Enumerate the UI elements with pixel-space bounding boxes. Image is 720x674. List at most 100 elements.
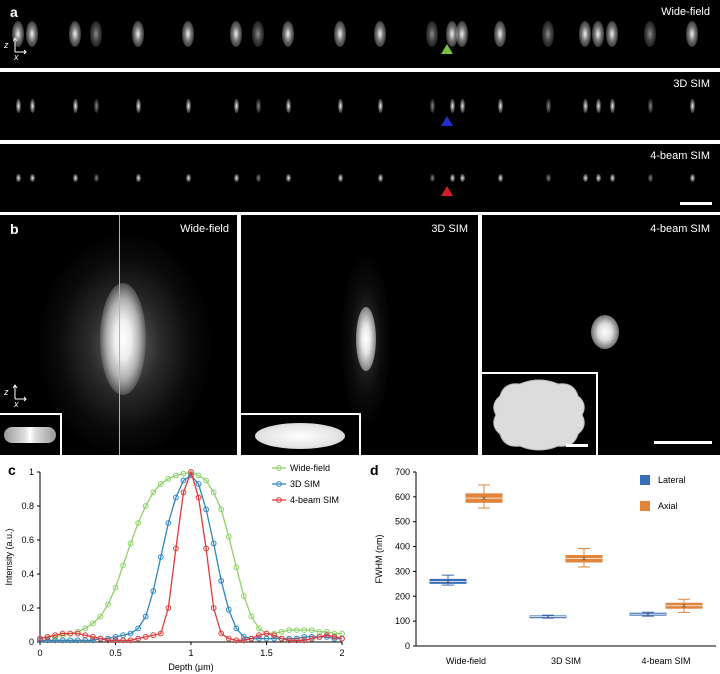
panel-b-label: 3D SIM [431, 223, 468, 235]
data-point [173, 494, 179, 501]
box-mean-marker: × [582, 555, 587, 564]
data-point [127, 637, 134, 644]
bead-spot [497, 174, 503, 182]
data-point [157, 630, 164, 637]
axis-arrows-icon [13, 384, 27, 402]
data-point [74, 630, 81, 637]
data-point [195, 481, 202, 487]
bead-spot [337, 174, 343, 182]
box-mean-marker: × [682, 602, 687, 611]
data-point [286, 637, 293, 644]
data-point [89, 637, 96, 644]
legend-marker [276, 465, 282, 471]
data-point [263, 630, 270, 637]
data-point [324, 632, 330, 639]
legend-swatch [640, 475, 650, 485]
box-mean-marker: × [546, 613, 551, 622]
bead-spot [686, 21, 698, 47]
bead-spot [285, 174, 291, 182]
panel-a-letter: a [10, 4, 18, 20]
y-tick-label: 0.8 [21, 501, 34, 511]
y-tick-label: 500 [395, 517, 410, 527]
data-point [89, 620, 96, 627]
data-point [286, 627, 293, 634]
bead-spot [426, 21, 438, 47]
data-point [271, 632, 277, 639]
line-profile-marker [119, 215, 120, 455]
y-tick-label: 1 [29, 467, 34, 477]
data-point [89, 634, 96, 640]
legend-label: Lateral [658, 475, 686, 485]
data-point [331, 635, 338, 642]
bead-spot [456, 21, 468, 47]
bead-spot [689, 99, 695, 113]
data-point [74, 628, 81, 635]
y-tick-label: 0 [29, 637, 34, 647]
panel-a-row-4beamsim: 4-beam SIM [0, 144, 720, 212]
axis-x-label: x [14, 52, 19, 62]
bead-spot [647, 99, 653, 113]
bead-spot [282, 21, 294, 47]
data-point [105, 635, 111, 642]
data-point [225, 533, 232, 540]
data-point [52, 634, 58, 640]
scale-bar [654, 441, 712, 444]
data-point [233, 625, 240, 632]
bead-spot [494, 21, 506, 47]
scale-bar [680, 202, 712, 205]
data-point [308, 627, 315, 634]
bead-spot [429, 174, 435, 182]
bead-spot [230, 21, 242, 47]
data-point [218, 630, 225, 637]
bead-spot [15, 99, 21, 113]
x-tick-label: 0.5 [109, 648, 122, 658]
data-point [301, 634, 308, 640]
data-point [44, 637, 51, 644]
data-point [248, 635, 255, 642]
bead-spot [609, 174, 615, 182]
data-point [293, 637, 300, 644]
data-point [324, 634, 330, 640]
bead-spot [255, 174, 261, 182]
data-point [188, 469, 194, 475]
bead-spot [233, 99, 239, 113]
bead-spot [446, 21, 458, 47]
bead-spot [644, 21, 656, 47]
data-point [240, 634, 247, 640]
data-point [203, 545, 210, 552]
data-point [157, 554, 164, 560]
data-point [218, 577, 225, 584]
legend-marker [276, 481, 282, 487]
data-point [142, 634, 149, 640]
legend-label: Wide-field [290, 463, 330, 473]
bead-spot [72, 99, 78, 113]
data-point [218, 506, 225, 513]
data-point [44, 634, 51, 640]
bead-spot [233, 174, 239, 182]
data-point [97, 613, 104, 620]
box-mean-marker: × [646, 610, 651, 619]
bead-spot [72, 174, 78, 182]
data-point [195, 472, 202, 479]
bead-spot [689, 174, 695, 182]
bead-spot [609, 99, 615, 113]
axis-x-label: x [14, 399, 19, 409]
bead-spot [647, 174, 653, 182]
data-point [339, 635, 345, 642]
legend-label: Axial [658, 501, 678, 511]
y-tick-label: 700 [395, 467, 410, 477]
data-point [127, 540, 134, 547]
panel-b-letter: b [10, 221, 19, 237]
box-chart: 0 100 200 300 400 500 600 700 FWHM (nm) Wide-fiel… [374, 467, 716, 666]
bead-spot [252, 21, 264, 47]
bead-spot [377, 174, 383, 182]
bead-spot [93, 99, 99, 113]
box-mean-marker: × [446, 577, 451, 586]
y-axis-label: Intensity (a.u.) [4, 528, 14, 585]
data-point [240, 637, 247, 644]
bead-spot [592, 21, 604, 47]
x-tick-label: 1.5 [260, 648, 273, 658]
x-tick-label: 0 [37, 648, 42, 658]
bead-spot [93, 174, 99, 182]
bead-spot [255, 99, 261, 113]
